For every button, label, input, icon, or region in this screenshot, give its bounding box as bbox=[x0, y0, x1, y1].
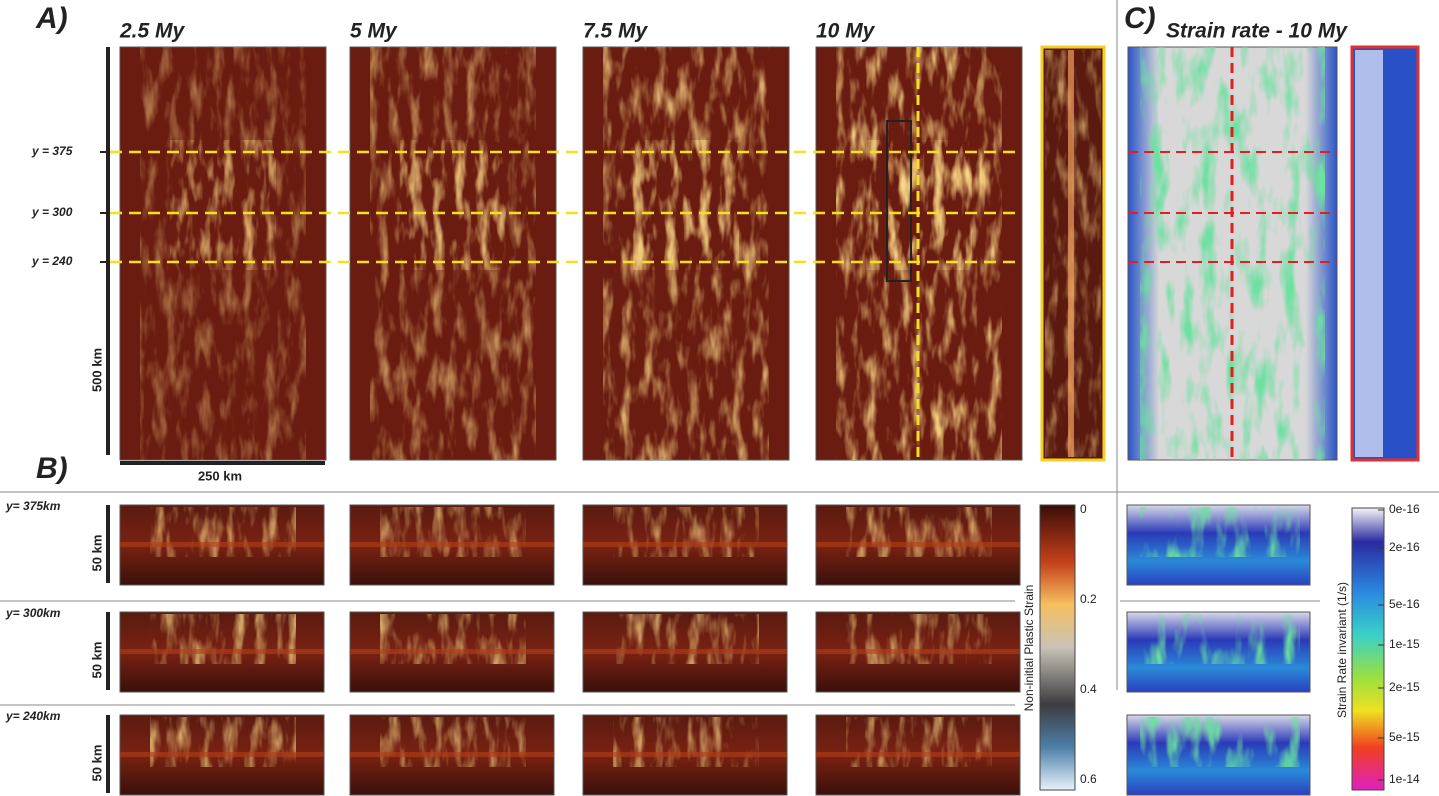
section-texture bbox=[150, 507, 296, 557]
colorbar-tick: 2e-16 bbox=[1389, 540, 1420, 554]
time-label: 2.5 My bbox=[119, 20, 186, 43]
y-marker-label: y = 240 bbox=[31, 254, 73, 268]
scale-label: 250 km bbox=[198, 468, 242, 483]
section-band bbox=[583, 649, 787, 654]
section-band bbox=[120, 542, 324, 547]
section-band bbox=[816, 752, 1020, 757]
section-band bbox=[816, 542, 1020, 547]
colorbar bbox=[1351, 507, 1385, 791]
section-band bbox=[816, 649, 1020, 654]
time-label: 7.5 My bbox=[583, 20, 649, 43]
section-band bbox=[120, 649, 324, 654]
panel-label: B) bbox=[36, 452, 68, 485]
rate-texture bbox=[1140, 47, 1325, 460]
strain-texture bbox=[633, 140, 739, 270]
strain-texture bbox=[400, 140, 506, 270]
section-texture bbox=[380, 614, 526, 664]
panel-label: C) bbox=[1124, 2, 1156, 35]
colorbar-title: Strain Rate invariant (1/s) bbox=[1335, 582, 1349, 718]
scale-label: 50 km bbox=[89, 745, 104, 782]
colorbar bbox=[1039, 504, 1076, 791]
row-label: y= 240km bbox=[5, 709, 61, 723]
section-band bbox=[120, 752, 324, 757]
colorbar-tick: 0 bbox=[1080, 502, 1087, 516]
section-texture bbox=[846, 717, 992, 767]
colorbar-tick: 2e-15 bbox=[1389, 680, 1420, 694]
section-texture bbox=[150, 614, 296, 664]
section-texture bbox=[846, 614, 992, 664]
row-label: y= 375km bbox=[5, 499, 61, 513]
scale-label: 50 km bbox=[89, 535, 104, 572]
colorbar-tick: 0.2 bbox=[1080, 592, 1097, 606]
section-texture bbox=[613, 717, 759, 767]
inset-texture bbox=[1355, 50, 1383, 457]
colorbar-tick: 5e-16 bbox=[1389, 597, 1420, 611]
colorbar-title: Non-initial Plastic Strain bbox=[1022, 585, 1036, 712]
scale-label: 500 km bbox=[89, 348, 104, 392]
zoom-box bbox=[886, 120, 912, 282]
panel-title: Strain rate - 10 My bbox=[1166, 20, 1348, 43]
section-texture bbox=[846, 507, 992, 557]
time-label: 10 My bbox=[816, 20, 876, 43]
colorbar-tick: 0.6 bbox=[1080, 772, 1097, 786]
rate-section-texture bbox=[1140, 717, 1300, 767]
colorbar-tick: 0e-16 bbox=[1389, 502, 1420, 516]
strain-texture bbox=[170, 140, 276, 270]
scale-label: 50 km bbox=[89, 642, 104, 679]
section-band bbox=[350, 649, 554, 654]
section-band bbox=[583, 752, 787, 757]
colorbar-tick: 1e-14 bbox=[1389, 772, 1420, 786]
colorbar-tick: 1e-15 bbox=[1389, 637, 1420, 651]
section-band bbox=[350, 542, 554, 547]
section-texture bbox=[150, 717, 296, 767]
y-marker-label: y = 300 bbox=[31, 205, 73, 219]
y-marker-label: y = 375 bbox=[31, 144, 73, 158]
colorbar-tick: 5e-15 bbox=[1389, 730, 1420, 744]
panel-label: A) bbox=[35, 2, 68, 35]
colorbar-tick: 0.4 bbox=[1080, 682, 1097, 696]
time-label: 5 My bbox=[350, 20, 398, 43]
section-texture bbox=[380, 507, 526, 557]
row-label: y= 300km bbox=[5, 606, 61, 620]
rate-section-texture bbox=[1140, 507, 1300, 557]
section-texture bbox=[613, 614, 759, 664]
section-band bbox=[583, 542, 787, 547]
section-band bbox=[350, 752, 554, 757]
rate-section-texture bbox=[1140, 614, 1300, 664]
section-texture bbox=[613, 507, 759, 557]
section-texture bbox=[380, 717, 526, 767]
inset-band bbox=[1068, 50, 1074, 457]
